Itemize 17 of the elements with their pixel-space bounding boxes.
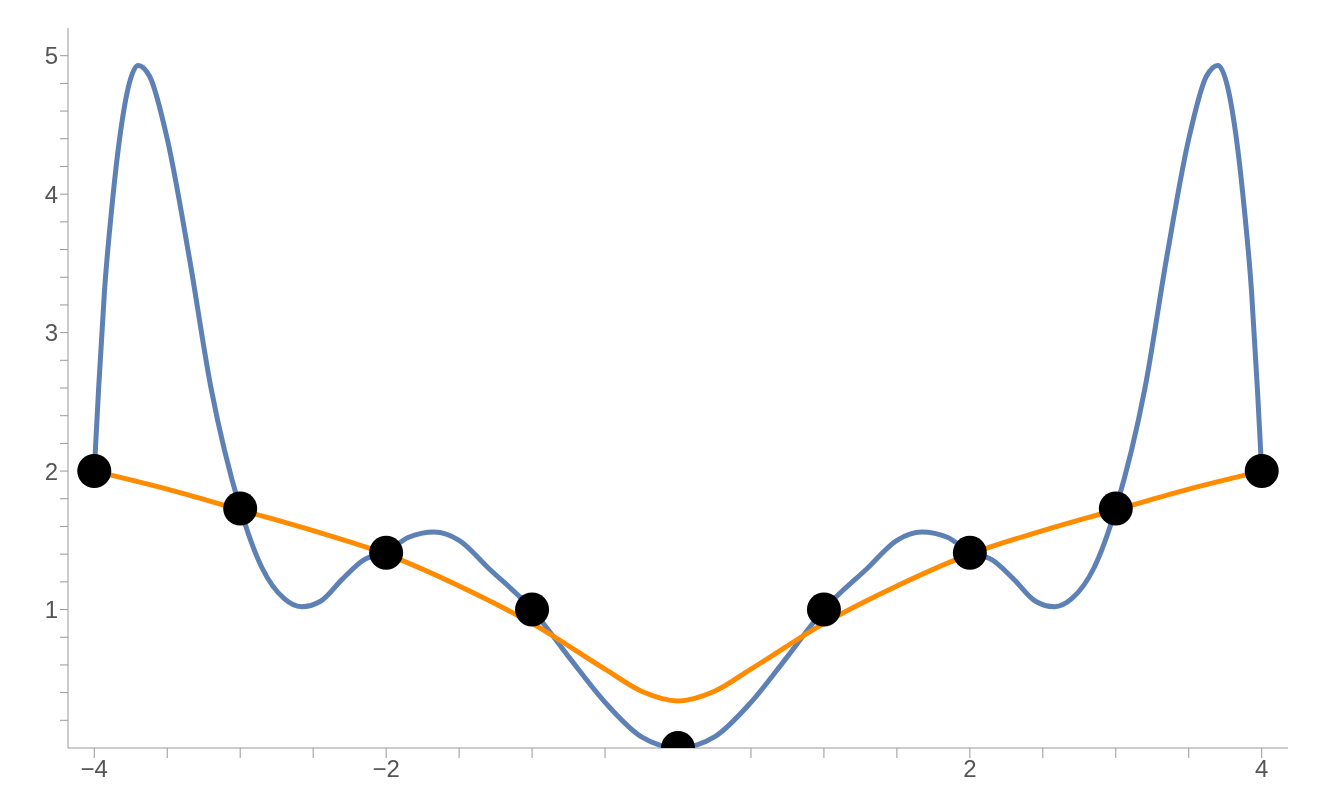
point	[515, 592, 550, 627]
y-tick-label: 1	[44, 596, 58, 624]
x-tick-label: −4	[80, 755, 108, 783]
point	[1098, 491, 1133, 526]
y-tick-label: 5	[44, 42, 58, 70]
point	[223, 491, 258, 526]
y-tick-label: 2	[44, 457, 58, 485]
x-tick-label: 2	[963, 755, 977, 783]
x-tick-label: 4	[1255, 755, 1269, 783]
point	[77, 454, 112, 489]
point	[1244, 454, 1279, 489]
point	[369, 535, 404, 570]
y-tick-label: 3	[44, 319, 58, 347]
x-tick-label: −2	[372, 755, 400, 783]
point	[952, 535, 987, 570]
point	[806, 592, 841, 627]
y-tick-label: 4	[44, 180, 58, 208]
